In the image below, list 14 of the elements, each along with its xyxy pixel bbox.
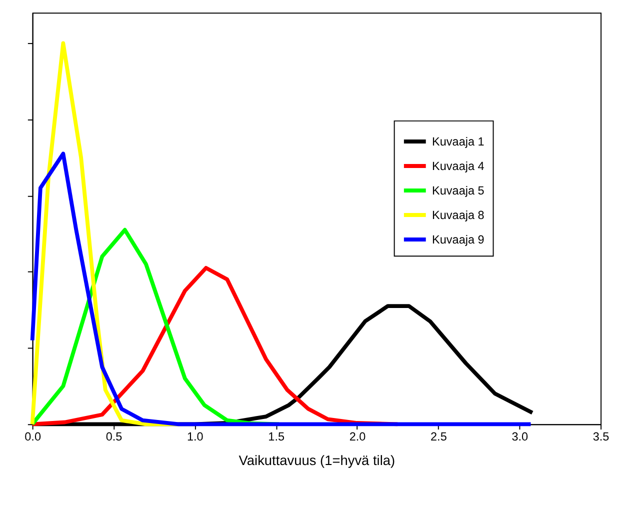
- legend-label: Kuvaaja 8: [432, 208, 485, 222]
- legend-label: Kuvaaja 9: [432, 233, 484, 246]
- x-tick-label: 0.0: [24, 430, 42, 444]
- legend-label: Kuvaaja 1: [432, 135, 484, 148]
- x-axis-title: Vaikuttavuus (1=hyvä tila): [238, 452, 396, 468]
- x-tick-label: 1.5: [268, 430, 285, 444]
- legend-label: Kuvaaja 5: [432, 184, 485, 198]
- x-tick-label: 2.0: [349, 430, 366, 444]
- x-tick-label: 1.0: [186, 430, 204, 444]
- x-tick-label: 2.5: [430, 430, 448, 444]
- x-tick-label: 3.5: [592, 430, 610, 444]
- x-tick-label: 0.5: [106, 430, 123, 444]
- x-tick-label: 3.0: [512, 430, 528, 444]
- legend-label: Kuvaaja 4: [432, 160, 485, 173]
